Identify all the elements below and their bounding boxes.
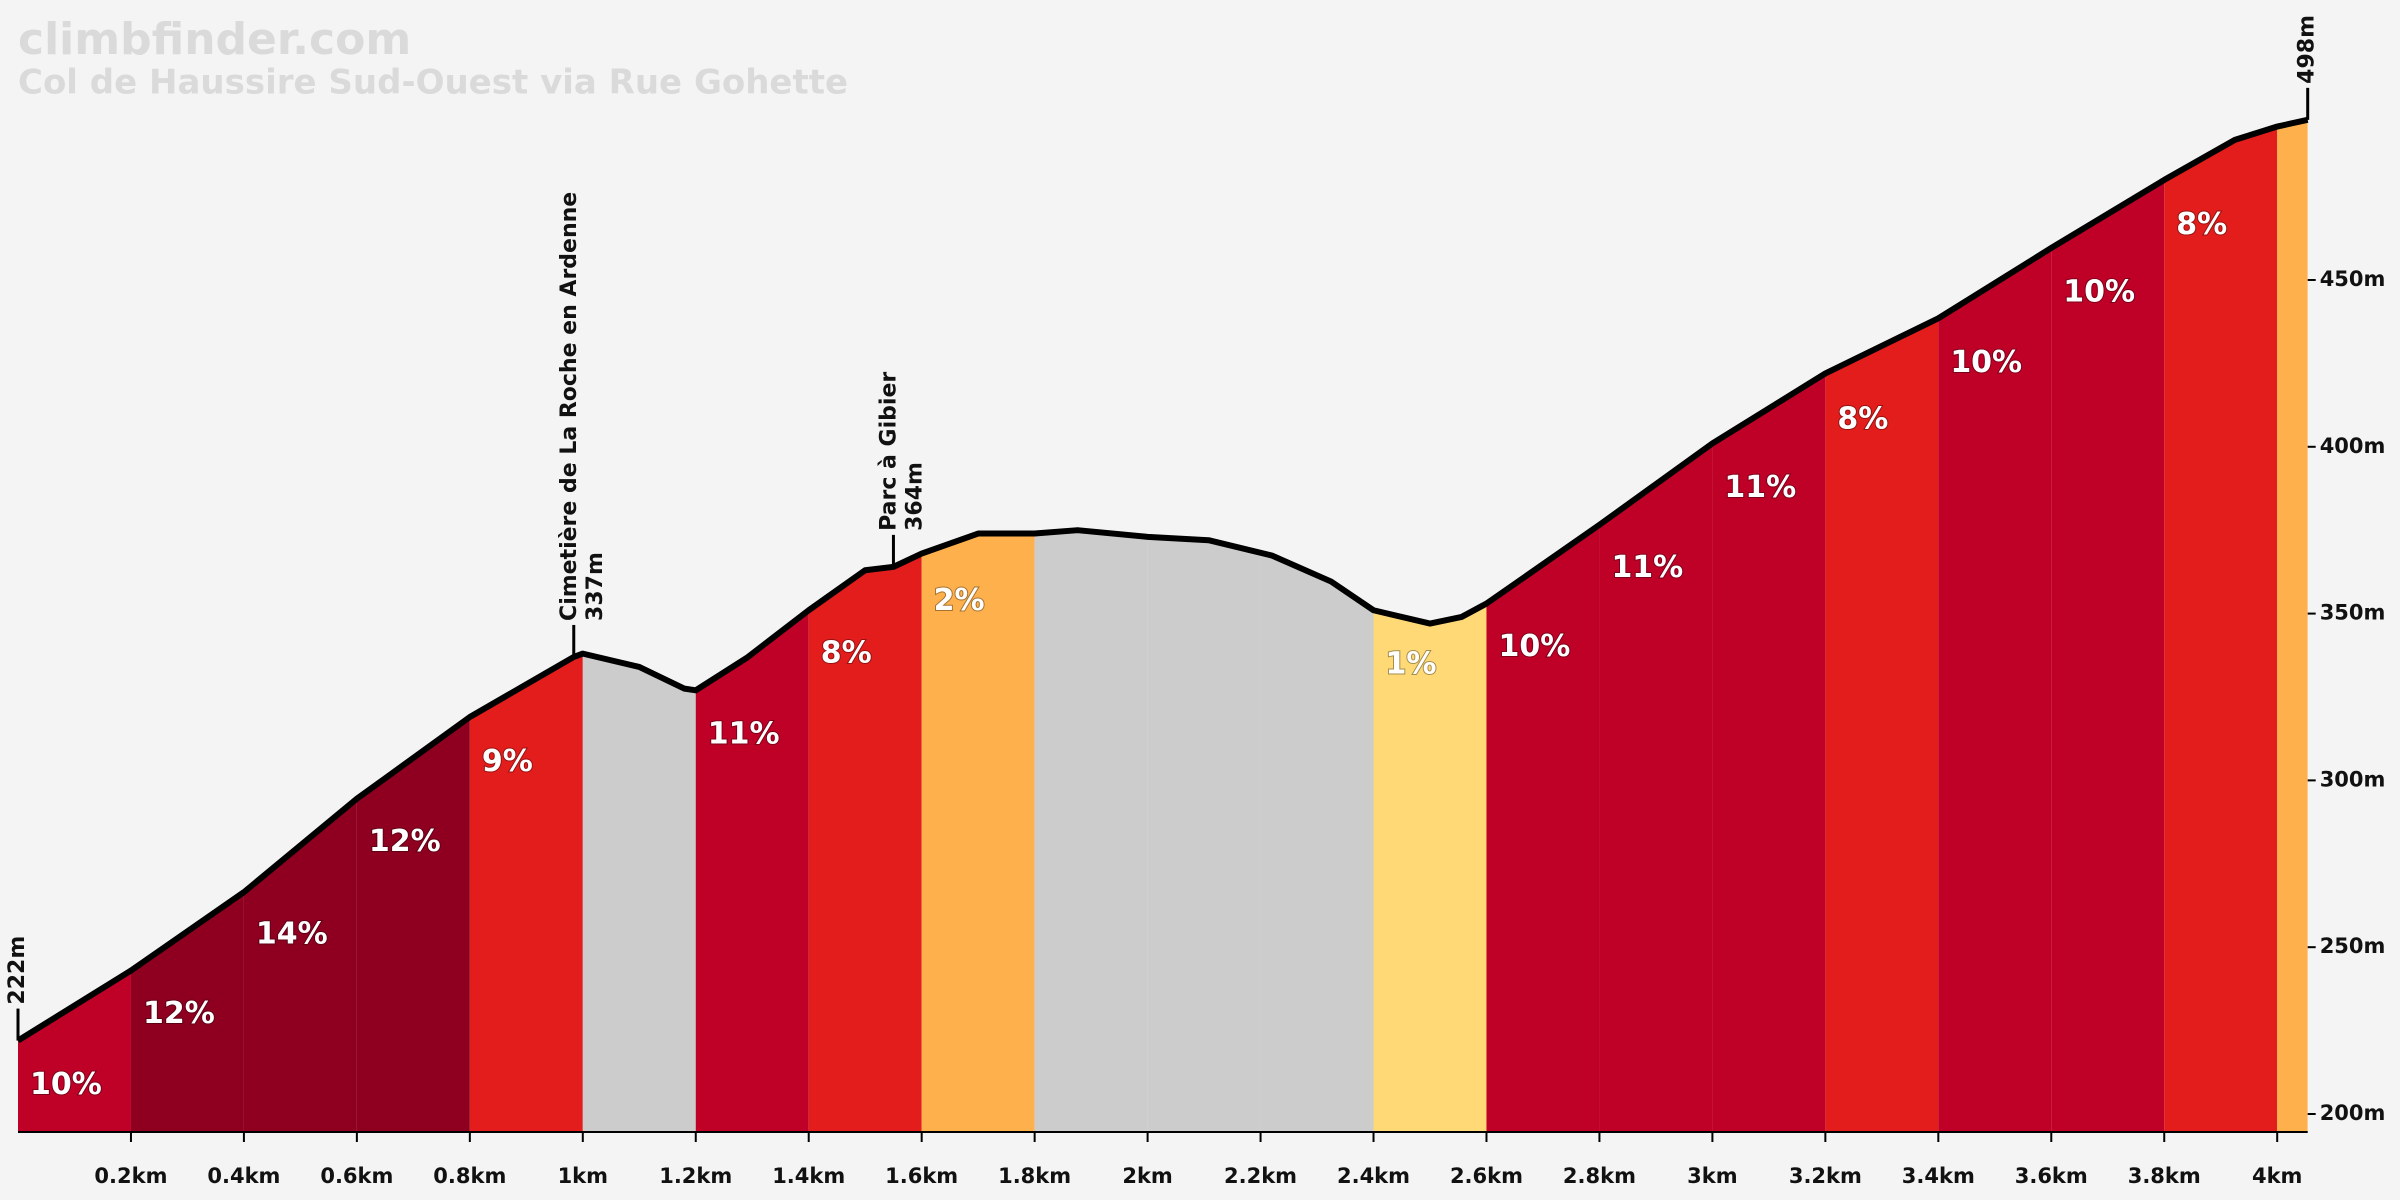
- grade-label: 10%: [1950, 345, 2022, 380]
- gradient-segment: [921, 119, 1035, 1132]
- x-tick-label: 1km: [558, 1164, 608, 1188]
- grade-label: 10%: [1498, 629, 1570, 664]
- chart-title: climbfinder.com: [18, 14, 411, 65]
- x-tick-label: 0.2km: [94, 1164, 167, 1188]
- gradient-segment: [1147, 119, 1261, 1132]
- x-tick-label: 2.8km: [1563, 1164, 1636, 1188]
- grade-label: 14%: [256, 916, 328, 951]
- x-tick-label: 0.4km: [207, 1164, 280, 1188]
- gradient-segment: [356, 119, 470, 1132]
- y-tick-label: 400m: [2320, 434, 2386, 458]
- x-tick-label: 0.8km: [433, 1164, 506, 1188]
- x-tick-label: 3.4km: [1902, 1164, 1975, 1188]
- grade-label: 12%: [369, 824, 441, 859]
- x-tick-label: 2.2km: [1224, 1164, 1297, 1188]
- grade-label: 11%: [708, 717, 780, 752]
- marker-label: 498m: [2295, 15, 2320, 84]
- gradient-segment: [1712, 119, 1826, 1132]
- gradient-segment: [2051, 119, 2165, 1132]
- gradient-segment: [808, 119, 922, 1132]
- grade-label: 11%: [1611, 550, 1683, 585]
- y-tick-label: 200m: [2320, 1101, 2386, 1125]
- gradient-segment: [18, 119, 131, 1132]
- y-tick-label: 450m: [2320, 267, 2386, 291]
- x-tick-label: 4km: [2252, 1164, 2302, 1188]
- y-tick-label: 250m: [2320, 934, 2386, 958]
- x-tick-label: 2.6km: [1450, 1164, 1523, 1188]
- x-tick-label: 2km: [1122, 1164, 1172, 1188]
- marker-name: Parc à Gibier: [876, 372, 901, 531]
- x-tick-label: 0.6km: [320, 1164, 393, 1188]
- gradient-segment: [1825, 119, 1939, 1132]
- x-tick-label: 2.4km: [1337, 1164, 1410, 1188]
- gradient-segment: [1034, 119, 1148, 1132]
- grade-label: 1%: [1386, 646, 1437, 681]
- gradient-segment: [1373, 119, 1487, 1132]
- gradient-segment: [2164, 119, 2278, 1132]
- grade-label: 11%: [1724, 470, 1796, 505]
- grade-label: 8%: [2176, 207, 2227, 242]
- chart-subtitle: Col de Haussire Sud-Ouest via Rue Gohett…: [18, 63, 848, 103]
- grade-label: 10%: [30, 1067, 102, 1102]
- x-tick-label: 1.4km: [772, 1164, 845, 1188]
- segments: [18, 119, 2308, 1132]
- x-tick-label: 3.8km: [2128, 1164, 2201, 1188]
- elevation-line: [16, 116, 2309, 1044]
- x-tick-label: 1.6km: [885, 1164, 958, 1188]
- grade-label: 12%: [143, 996, 215, 1031]
- grade-label: 10%: [2063, 275, 2135, 310]
- y-tick-label: 300m: [2320, 767, 2386, 791]
- x-tick-label: 3km: [1687, 1164, 1737, 1188]
- grade-label: 9%: [482, 744, 533, 779]
- grade-label: 8%: [1837, 401, 1888, 436]
- grade-label: 8%: [821, 636, 872, 671]
- y-tick-label: 350m: [2320, 601, 2386, 625]
- x-tick-label: 1.8km: [998, 1164, 1071, 1188]
- marker-label: 364m: [902, 462, 927, 531]
- x-tick-label: 3.6km: [2015, 1164, 2088, 1188]
- marker-label: 222m: [5, 936, 30, 1005]
- x-tick-label: 1.2km: [659, 1164, 732, 1188]
- x-tick-label: 3.2km: [1789, 1164, 1862, 1188]
- marker-name: Cimetière de La Roche en Ardenne: [557, 192, 582, 621]
- marker-label: 337m: [583, 552, 608, 621]
- gradient-segment: [695, 119, 809, 1132]
- gradient-segment: [2277, 119, 2308, 1132]
- gradient-segment: [1938, 119, 2052, 1132]
- gradient-segment: [1260, 119, 1374, 1132]
- gradient-segment: [243, 119, 357, 1132]
- grade-label: 2%: [934, 583, 985, 618]
